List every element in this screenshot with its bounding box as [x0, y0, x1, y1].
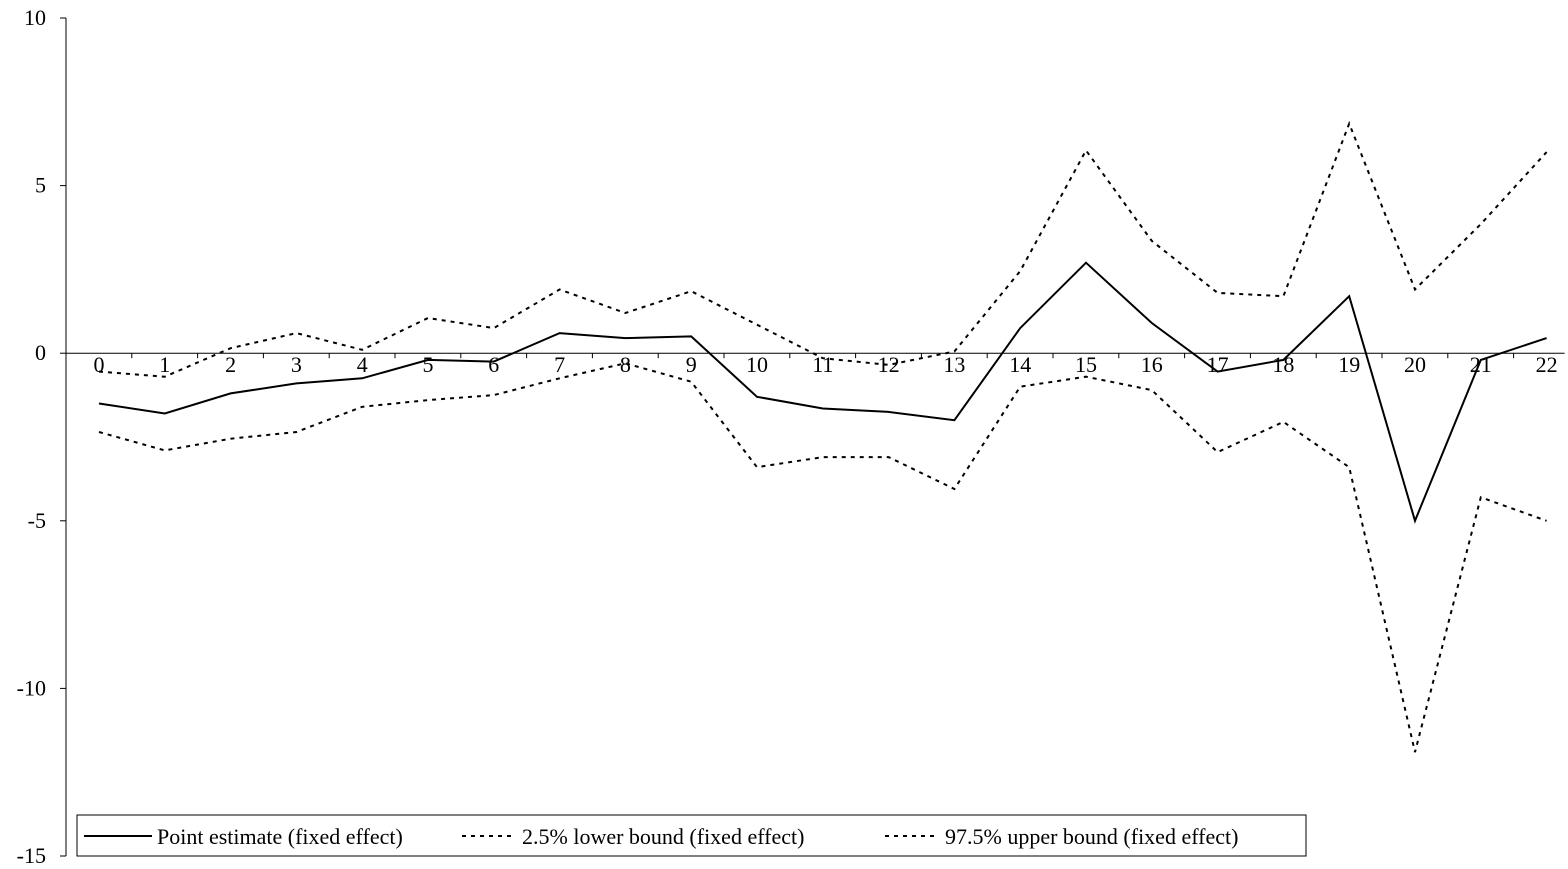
- x-tick-label: 5: [423, 352, 434, 377]
- legend-box: [76, 814, 1307, 857]
- x-tick-label: 16: [1141, 352, 1163, 377]
- x-tick-label: 13: [943, 352, 965, 377]
- x-tick-label: 12: [878, 352, 900, 377]
- series-line-2: [98, 120, 1548, 378]
- x-tick-label: 1: [159, 352, 170, 377]
- x-tick-label: 6: [488, 352, 499, 377]
- x-tick-label: 3: [291, 352, 302, 377]
- legend-label-1: 2.5% lower bound (fixed effect): [522, 824, 804, 849]
- x-axis-group: 0 1 2 3 4 5 6 7 8 9 10 11 12 13 14 15 16 17 18 19 20 21 22: [65, 352, 1565, 377]
- x-tick-label: 0: [94, 352, 105, 377]
- x-tick-label: 11: [812, 352, 833, 377]
- x-tick-label: 10: [746, 352, 768, 377]
- x-tick-label: 18: [1272, 352, 1294, 377]
- y-tick-label: 5: [35, 173, 46, 198]
- legend-label-2: 97.5% upper bound (fixed effect): [945, 824, 1238, 849]
- x-tick-label: 4: [357, 352, 368, 377]
- y-tick-label: -10: [17, 675, 46, 700]
- x-tick-label: 22: [1536, 352, 1558, 377]
- x-tick-label: 2: [225, 352, 236, 377]
- series-line-0: [98, 261, 1547, 524]
- y-tick-label: -5: [28, 508, 46, 533]
- x-tick-label: 14: [1009, 352, 1031, 377]
- legend-label-0: Point estimate (fixed effect): [157, 824, 403, 849]
- series-group: [98, 120, 1548, 753]
- x-tick-label: 9: [686, 352, 697, 377]
- x-tick-label: 7: [554, 352, 565, 377]
- x-tick-label: 21: [1470, 352, 1492, 377]
- x-tick-label: 19: [1338, 352, 1360, 377]
- y-tick-label: 0: [35, 340, 46, 365]
- y-tick-label: 10: [24, 5, 46, 30]
- legend: Point estimate (fixed effect) 2.5% lower …: [76, 814, 1307, 857]
- y-tick-label: -15: [17, 843, 46, 868]
- x-tick-label: 15: [1075, 352, 1097, 377]
- x-tick-label: 20: [1404, 352, 1426, 377]
- x-tick-label: 8: [620, 352, 631, 377]
- y-axis-group: 10 5 0 -5 -10 -15: [17, 5, 67, 868]
- series-line-1: [98, 362, 1547, 753]
